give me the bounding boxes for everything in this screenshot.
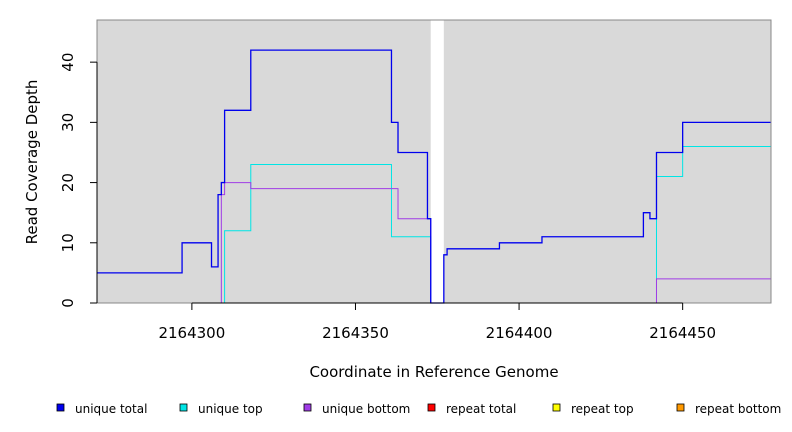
legend-item-unique-top: unique top bbox=[179, 402, 263, 416]
legend-swatch bbox=[552, 403, 561, 412]
legend-label: unique bottom bbox=[322, 402, 410, 416]
legend-label: repeat top bbox=[571, 402, 634, 416]
y-tick-label: 0 bbox=[59, 298, 77, 308]
x-tick-label: 2164400 bbox=[486, 324, 553, 342]
y-tick-label: 10 bbox=[59, 233, 77, 252]
legend-item-unique-bottom: unique bottom bbox=[303, 402, 410, 416]
y-tick-label: 30 bbox=[59, 113, 77, 132]
y-tick-label: 40 bbox=[59, 53, 77, 72]
legend-item-repeat-top: repeat top bbox=[552, 402, 634, 416]
legend-label: repeat bottom bbox=[695, 402, 781, 416]
legend-label: unique top bbox=[198, 402, 263, 416]
legend-swatch bbox=[427, 403, 436, 412]
coverage-gap bbox=[430, 20, 444, 303]
x-axis: 2164300 2164350 2164400 2164450 bbox=[158, 302, 716, 342]
legend-item-unique-total: unique total bbox=[56, 402, 147, 416]
plot-background bbox=[97, 20, 771, 303]
y-tick-label: 20 bbox=[59, 173, 77, 192]
x-tick-label: 2164300 bbox=[158, 324, 225, 342]
x-tick-label: 2164450 bbox=[649, 324, 716, 342]
y-axis-title: Read Coverage Depth bbox=[23, 80, 41, 245]
legend-item-repeat-bottom: repeat bottom bbox=[676, 402, 781, 416]
legend: unique total unique top unique bottom repea… bbox=[56, 402, 781, 416]
legend-label: repeat total bbox=[446, 402, 516, 416]
x-tick-label: 2164350 bbox=[322, 324, 389, 342]
x-axis-title: Coordinate in Reference Genome bbox=[309, 363, 558, 381]
series-unique-total bbox=[97, 49, 771, 304]
legend-swatch bbox=[56, 403, 65, 412]
legend-swatch bbox=[676, 403, 685, 412]
y-axis: 0 10 20 30 40 bbox=[59, 53, 98, 308]
legend-label: unique total bbox=[75, 402, 147, 416]
legend-swatch bbox=[303, 403, 312, 412]
legend-swatch bbox=[179, 403, 188, 412]
series-unique-top bbox=[97, 145, 771, 304]
legend-item-repeat-total: repeat total bbox=[427, 402, 516, 416]
